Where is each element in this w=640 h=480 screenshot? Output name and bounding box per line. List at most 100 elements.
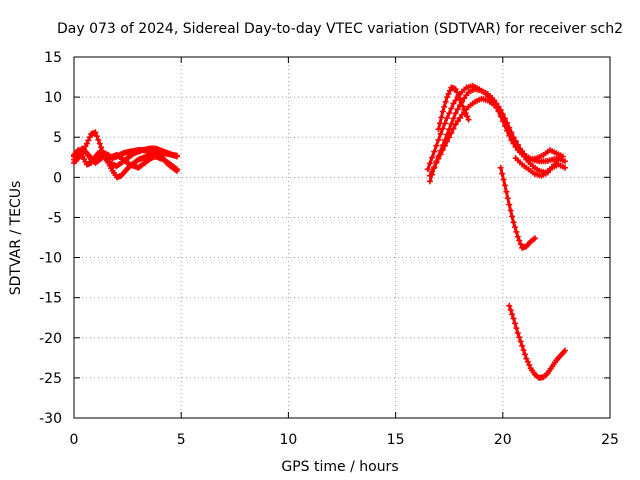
data-point: [433, 159, 440, 166]
data-point: [452, 121, 459, 128]
data-point: [511, 320, 518, 327]
data-point: [456, 95, 463, 102]
x-axis-label: GPS time / hours: [281, 459, 398, 475]
data-point: [506, 201, 513, 208]
data-point: [504, 195, 511, 202]
y-tick-label: 5: [53, 130, 62, 146]
y-axis: 15 10 5 0 -5 -10 -15 -20 -25 -30: [39, 50, 610, 427]
x-tick-label: 20: [494, 432, 512, 448]
data-point: [506, 127, 513, 134]
data-point: [450, 115, 457, 122]
data-point: [450, 125, 457, 132]
data-point: [561, 347, 568, 354]
y-axis-label: SDTVAR / TECUs: [8, 181, 24, 296]
data-point: [452, 97, 459, 104]
series-descent-mid: [497, 164, 538, 251]
data-point: [448, 129, 455, 136]
data-point: [464, 113, 471, 120]
data-point: [438, 114, 445, 121]
data-point: [456, 114, 463, 121]
data-point: [521, 153, 528, 160]
data-point: [513, 325, 520, 332]
data-point: [465, 116, 472, 123]
data-point: [452, 110, 459, 117]
data-point: [426, 172, 433, 179]
y-tick-label: 10: [44, 90, 62, 106]
series-descent-low: [506, 302, 568, 381]
data-point: [500, 176, 507, 183]
data-point: [501, 118, 508, 125]
data-point: [444, 138, 451, 145]
data-point: [516, 334, 523, 341]
data-point: [85, 137, 92, 144]
data-point: [511, 224, 518, 231]
data-point: [429, 168, 436, 175]
data-point: [461, 106, 468, 113]
data-point: [517, 241, 524, 248]
data-point: [173, 166, 180, 173]
data-point: [497, 164, 504, 171]
data-point: [462, 110, 469, 117]
data-point: [510, 219, 517, 226]
data-point: [426, 160, 433, 167]
data-point: [499, 170, 506, 177]
data-point: [444, 94, 451, 101]
series-afternoon-e: [512, 153, 564, 179]
data-point: [92, 129, 99, 136]
data-series: [71, 82, 568, 381]
x-tick-label: 25: [601, 432, 619, 448]
data-point: [450, 100, 457, 107]
data-point: [431, 164, 438, 171]
y-tick-label: 0: [53, 170, 62, 186]
data-point: [524, 358, 531, 365]
x-tick-label: 5: [177, 432, 186, 448]
data-point: [509, 311, 516, 318]
series-afternoon-d: [435, 84, 472, 133]
y-tick-label: 15: [44, 50, 62, 66]
plot-border: [73, 56, 611, 419]
data-point: [435, 155, 442, 162]
data-point: [441, 103, 448, 110]
data-point: [520, 347, 527, 354]
data-point: [514, 233, 521, 240]
data-point: [561, 158, 568, 165]
data-point: [454, 118, 461, 125]
data-point: [441, 120, 448, 127]
data-point: [497, 110, 504, 117]
data-point: [452, 86, 459, 93]
data-point: [96, 140, 103, 147]
series-afternoon-c: [426, 95, 568, 179]
data-point: [446, 134, 453, 141]
data-point: [444, 114, 451, 121]
data-point: [93, 133, 100, 140]
data-point: [504, 122, 511, 129]
data-point: [459, 103, 466, 110]
data-point: [98, 144, 105, 151]
data-point: [455, 92, 462, 99]
data-point: [435, 136, 442, 143]
y-tick-label: -20: [39, 331, 62, 347]
data-point: [510, 135, 517, 142]
data-point: [448, 105, 455, 112]
data-point: [426, 178, 433, 185]
data-point: [506, 302, 513, 309]
data-point: [508, 131, 515, 138]
data-point: [83, 140, 90, 147]
data-point: [519, 150, 526, 157]
grid: [74, 57, 610, 418]
data-point: [435, 126, 442, 133]
data-point: [516, 237, 523, 244]
data-point: [437, 131, 444, 138]
data-point: [436, 120, 443, 127]
data-point: [458, 99, 465, 106]
data-point: [507, 207, 514, 214]
data-point: [507, 306, 514, 313]
data-point: [439, 147, 446, 154]
data-point: [526, 362, 533, 369]
data-point: [517, 338, 524, 345]
data-point: [501, 182, 508, 189]
data-point: [531, 235, 538, 242]
y-tick-label: -30: [39, 411, 62, 427]
